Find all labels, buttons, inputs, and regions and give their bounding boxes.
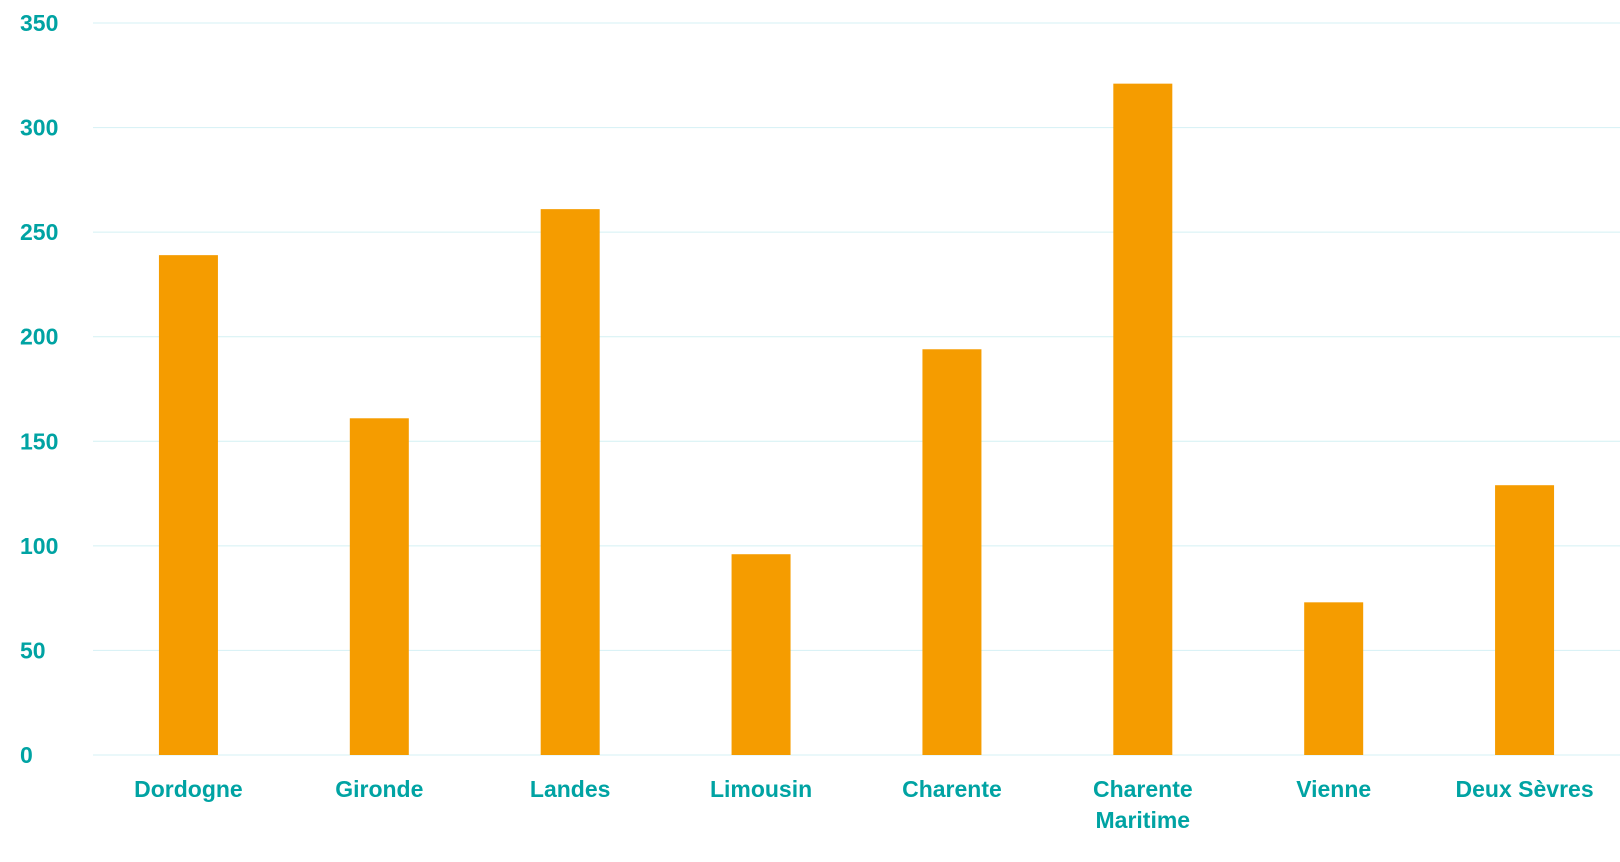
x-tick-label: Vienne <box>1296 776 1371 802</box>
x-tick-label: Dordogne <box>134 776 243 802</box>
bar <box>1113 83 1173 755</box>
y-tick-label: 300 <box>20 115 58 141</box>
x-tick-label: Deux Sèvres <box>1456 776 1594 802</box>
y-tick-label: 250 <box>20 219 58 245</box>
y-tick-label: 200 <box>20 324 58 350</box>
y-tick-label: 0 <box>20 742 33 768</box>
bar <box>349 418 409 755</box>
y-tick-label: 50 <box>20 637 46 663</box>
bars <box>158 83 1555 756</box>
y-tick-label: 150 <box>20 428 58 454</box>
x-tick-label: Gironde <box>335 776 423 802</box>
y-axis-tick-labels: 0 50 100 150 200 250 300 350 <box>20 10 58 768</box>
bar <box>158 255 218 756</box>
bar <box>922 349 982 755</box>
bar <box>1304 602 1364 755</box>
x-tick-label: Charente <box>902 776 1002 802</box>
x-tick-label: Landes <box>530 776 611 802</box>
gridlines <box>93 22 1620 756</box>
x-tick-label: Charente Maritime <box>1093 776 1193 833</box>
bar <box>540 209 600 755</box>
x-tick-label: Limousin <box>710 776 812 802</box>
y-tick-label: 350 <box>20 10 58 36</box>
y-tick-label: 100 <box>20 533 58 559</box>
x-axis-category-labels: Dordogne Gironde Landes Limousin Charente Cha… <box>134 776 1593 833</box>
bar <box>1495 485 1555 755</box>
bar <box>731 554 791 755</box>
